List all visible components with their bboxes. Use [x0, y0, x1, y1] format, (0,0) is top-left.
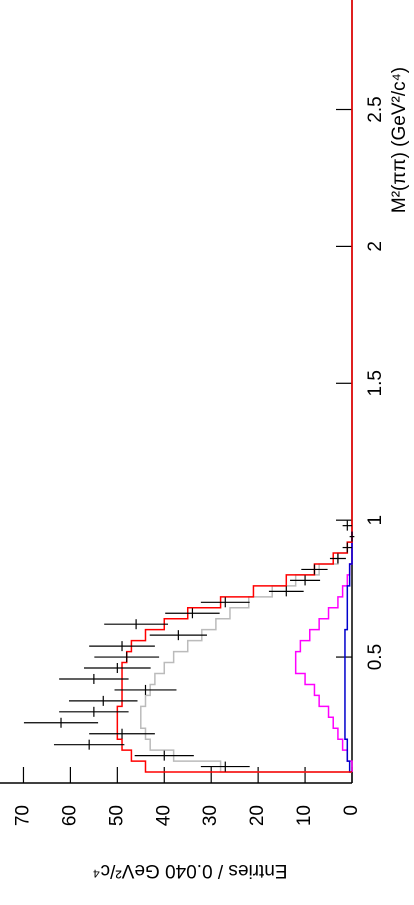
x-tick-label: 0.5 — [365, 644, 386, 670]
y-tick-label: 10 — [294, 805, 315, 826]
x-tick-label: 1.5 — [365, 370, 386, 396]
y-tick-label: 20 — [247, 805, 268, 826]
y-tick-label: 50 — [106, 805, 127, 826]
x-tick-label: 2.5 — [365, 96, 386, 122]
y-tick-label: 30 — [200, 805, 221, 826]
histogram-step — [344, 531, 353, 773]
histogram-step — [294, 531, 353, 773]
histogram-step — [140, 531, 353, 773]
x-tick-label: 2 — [365, 241, 386, 252]
x-axis-label: M²(ππ) (GeV²/c⁴) — [389, 67, 410, 213]
y-tick-label: 60 — [59, 805, 80, 826]
x-tick-label: 1 — [365, 515, 386, 526]
histogram-step — [116, 0, 353, 773]
y-tick-label: 70 — [12, 805, 33, 826]
y-axis-label: Entries / 0.040 GeV²/c⁴ — [92, 860, 287, 881]
y-tick-label: 0 — [341, 805, 362, 816]
y-tick-label: 40 — [153, 805, 174, 826]
